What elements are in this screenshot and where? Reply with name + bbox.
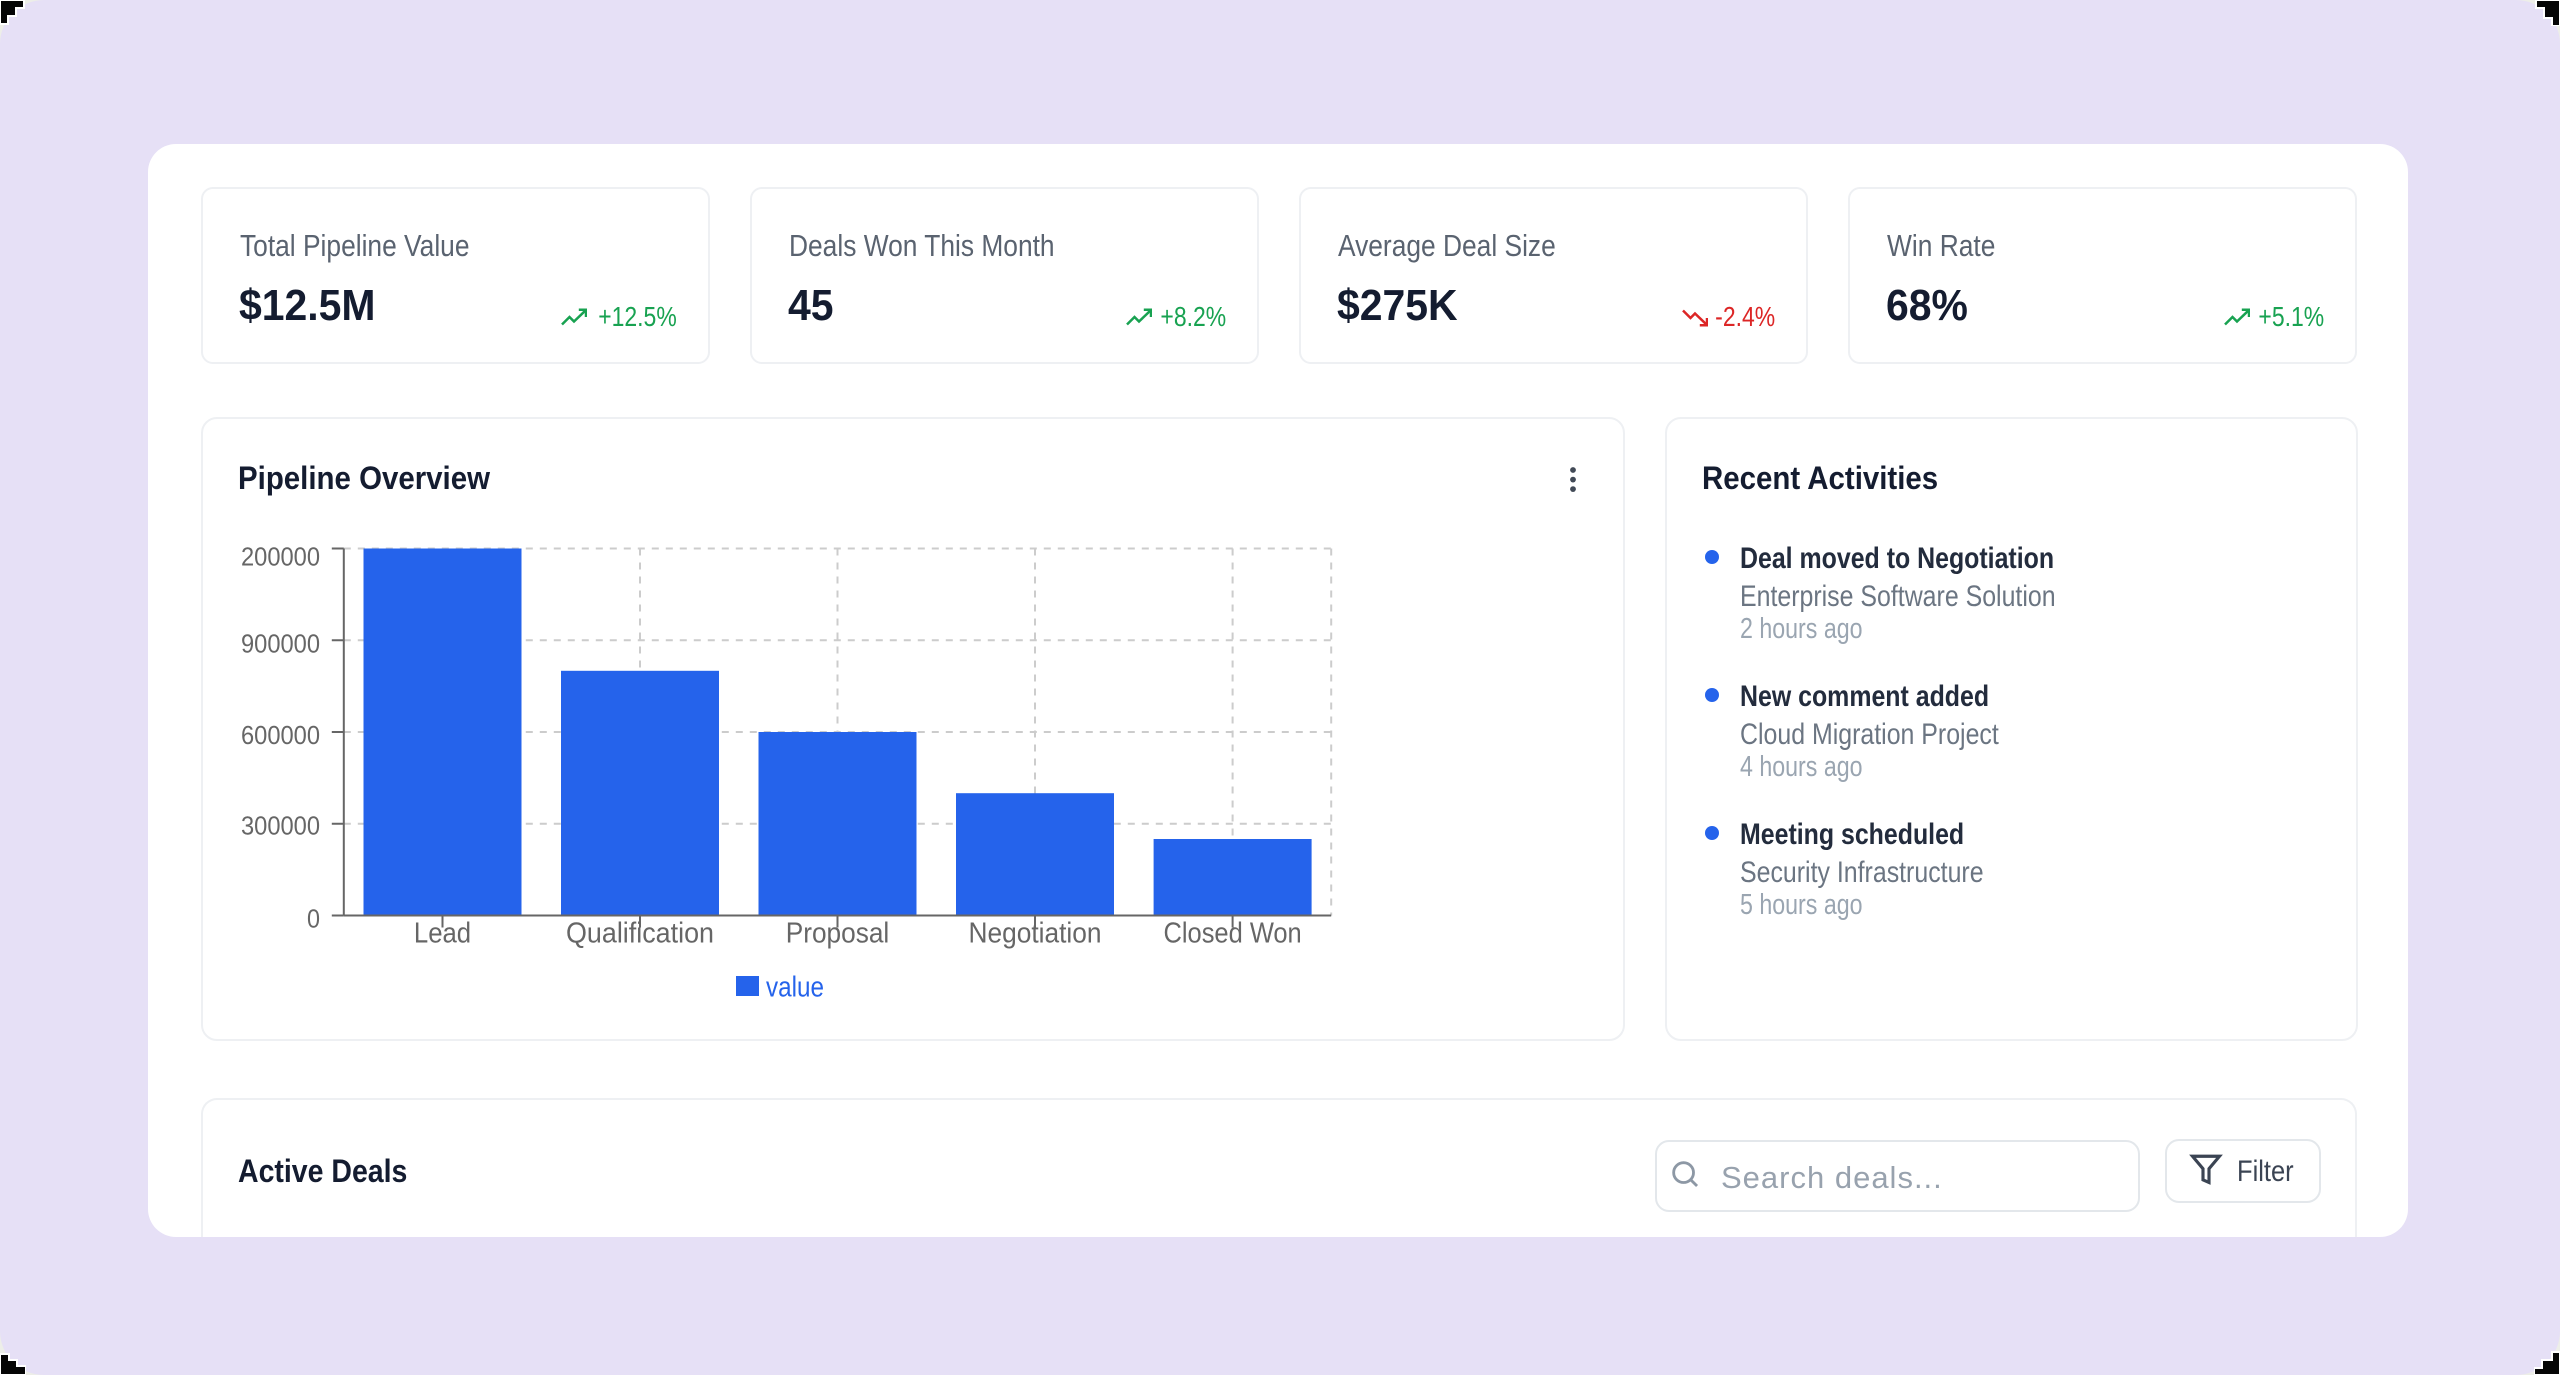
svg-text:900000: 900000 bbox=[241, 628, 320, 658]
svg-text:0: 0 bbox=[307, 904, 320, 934]
svg-text:600000: 600000 bbox=[241, 720, 320, 750]
svg-text:Lead: Lead bbox=[414, 918, 471, 950]
svg-text:200000: 200000 bbox=[241, 542, 320, 572]
svg-text:Closed Won: Closed Won bbox=[1164, 918, 1302, 950]
svg-text:value: value bbox=[766, 972, 824, 1004]
svg-text:300000: 300000 bbox=[241, 811, 320, 841]
svg-text:Qualification: Qualification bbox=[566, 918, 714, 950]
svg-text:Proposal: Proposal bbox=[786, 918, 890, 950]
svg-text:Negotiation: Negotiation bbox=[969, 918, 1102, 950]
